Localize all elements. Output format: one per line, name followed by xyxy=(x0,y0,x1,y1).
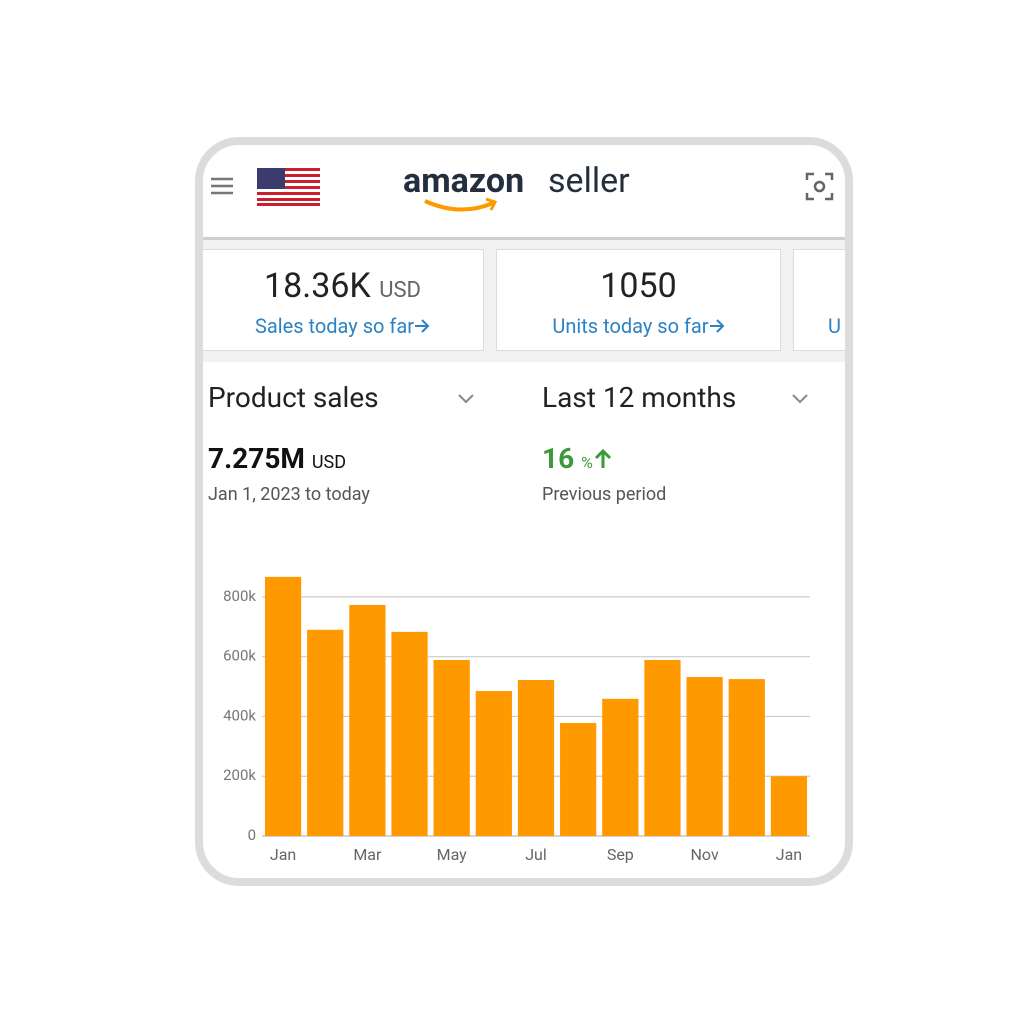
range: Jan 1, 2023 to today xyxy=(208,484,370,505)
card-value: 1050 xyxy=(497,266,780,306)
bar xyxy=(391,631,428,836)
x-tick-label: Jul xyxy=(525,845,547,864)
change: 16 % xyxy=(542,442,613,475)
bar xyxy=(686,677,723,836)
total: 7.275M USD xyxy=(208,442,346,475)
total-value: 7.275M xyxy=(208,442,305,475)
card-link[interactable]: U xyxy=(828,314,841,338)
card-value: 18.36K USD xyxy=(203,266,483,306)
bar xyxy=(307,629,344,836)
bar xyxy=(770,776,808,836)
phone-frame: amazon seller 18.36K USD Sales today so … xyxy=(195,137,853,886)
bar xyxy=(728,679,765,836)
period-selector[interactable]: Last 12 months xyxy=(542,381,737,414)
chevron[interactable] xyxy=(457,393,475,405)
y-tick-label: 400k xyxy=(223,706,256,724)
link-arrow xyxy=(415,319,430,333)
scan-icon[interactable] xyxy=(805,172,834,201)
unit: USD xyxy=(379,278,421,303)
value: 1050 xyxy=(600,266,677,306)
x-tick-label: Jan xyxy=(270,845,296,864)
bar xyxy=(475,691,512,836)
change-label: Previous period xyxy=(542,484,667,505)
menu-icon[interactable] xyxy=(211,177,233,195)
units-card[interactable]: 1050 Units today so far xyxy=(496,249,781,351)
bar xyxy=(560,723,597,836)
header-bar: amazon seller xyxy=(203,161,845,240)
change-value: 16 xyxy=(542,442,575,475)
card-link[interactable]: Sales today so far xyxy=(203,314,483,338)
x-tick-label: Jan xyxy=(776,845,802,864)
bar xyxy=(602,698,639,836)
y-tick-label: 200k xyxy=(223,766,256,784)
link-arrow xyxy=(709,319,725,333)
chart: 0 200k 400k 600k 800k Jan Mar May Jul Sep Nov Jan xyxy=(223,576,810,864)
bar xyxy=(433,659,470,836)
bar xyxy=(517,679,555,836)
bar xyxy=(349,604,386,836)
x-tick-label: Mar xyxy=(353,845,382,864)
up-arrow xyxy=(594,448,611,468)
y-tick-label: 0 xyxy=(248,826,256,844)
bar xyxy=(644,659,681,836)
logo-smile xyxy=(424,199,494,212)
x-tick-label: Sep xyxy=(607,845,634,864)
card-link[interactable]: Units today so far xyxy=(497,314,780,338)
x-tick-label: May xyxy=(437,845,468,864)
logo-product: seller xyxy=(548,161,630,201)
value: 18.36K xyxy=(264,266,371,306)
third-card[interactable]: U xyxy=(793,249,845,351)
total-unit: USD xyxy=(311,452,347,473)
link-text: Sales today so far xyxy=(255,314,414,338)
change-unit: % xyxy=(581,453,593,472)
x-tick-label: Nov xyxy=(691,845,719,864)
y-tick-label: 600k xyxy=(223,647,256,665)
metric-selector[interactable]: Product sales xyxy=(208,381,379,414)
bar xyxy=(264,576,302,836)
sales-card[interactable]: 18.36K USD Sales today so far xyxy=(203,249,484,351)
flag-icon[interactable] xyxy=(257,168,320,206)
link-text: Units today so far xyxy=(552,314,709,338)
chevron[interactable] xyxy=(791,393,809,405)
logo-arrow xyxy=(485,197,498,211)
logo-brand: amazon xyxy=(403,161,524,201)
y-tick-label: 800k xyxy=(223,587,256,605)
